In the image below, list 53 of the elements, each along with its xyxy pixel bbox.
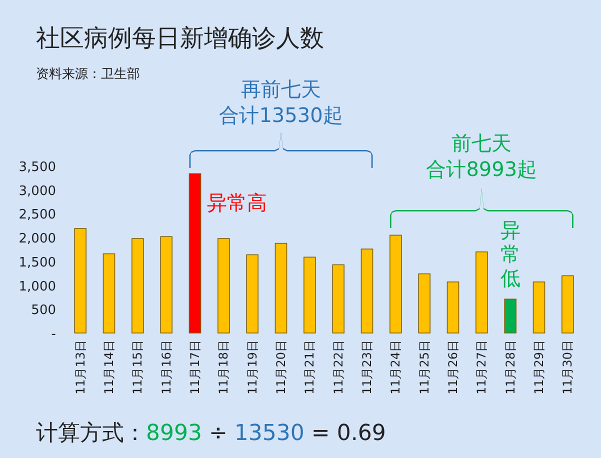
x-tick-label: 11月18日 [216,340,231,395]
y-tick-label: - [51,327,56,342]
bar [504,298,516,334]
text: 合计13530起 [219,103,343,127]
bar [246,254,258,334]
x-tick-label: 11月13日 [73,340,88,395]
x-tick-label: 11月19日 [245,340,260,395]
y-tick-label: 2,000 [18,232,56,247]
bar [532,282,546,334]
bar [160,236,172,334]
x-tick-label: 11月16日 [159,340,174,395]
bar [218,238,230,334]
x-tick-label: 11月30日 [560,340,575,395]
bar [274,242,288,334]
annotation: 异常高 [207,190,267,215]
x-tick-label: 11月17日 [188,340,202,395]
y-tick-label: 1,500 [18,255,56,270]
x-tick-label: 11月29日 [532,340,546,395]
bar [188,173,202,334]
bar [74,228,86,334]
x-tick-label: 11月20日 [274,340,288,395]
y-tick-label: 3,500 [18,160,56,175]
x-tick-label: 11月24日 [388,340,403,395]
text: 计算方式：8993 ÷ 13530 = 0.69 [36,421,386,446]
text: 前七天 [452,131,512,155]
x-tick-label: 11月15日 [130,340,145,395]
chart-title: 社区病例每日新增确诊人数 [36,24,324,52]
annotation: 合计8993起 [426,157,538,181]
bar [132,238,144,334]
bar [360,248,374,334]
x-tick-label: 11月14日 [102,340,116,395]
bar [446,282,460,334]
bar [332,264,344,334]
x-tick-label: 11月26日 [446,340,460,395]
bar [418,273,430,334]
annotation: 异常低 [500,218,520,290]
x-tick-label: 11月25日 [417,340,432,395]
bar [390,234,402,334]
bar [476,251,488,334]
chart-subtitle: 资料来源：卫生部 [36,67,140,82]
bar [562,275,574,334]
bar [102,253,116,334]
y-tick-label: 3,000 [18,184,56,199]
x-tick-label: 11月23日 [360,340,374,395]
x-tick-label: 11月27日 [474,340,489,395]
y-tick-label: 500 [31,303,56,318]
text: 再前七天 [241,77,321,101]
x-tick-label: 11月21日 [302,340,317,395]
x-tick-label: 11月22日 [331,340,346,395]
bar [304,256,316,334]
y-tick-label: 2,500 [18,208,56,223]
y-tick-label: 1,000 [18,279,56,294]
x-tick-label: 11月28日 [503,340,518,395]
